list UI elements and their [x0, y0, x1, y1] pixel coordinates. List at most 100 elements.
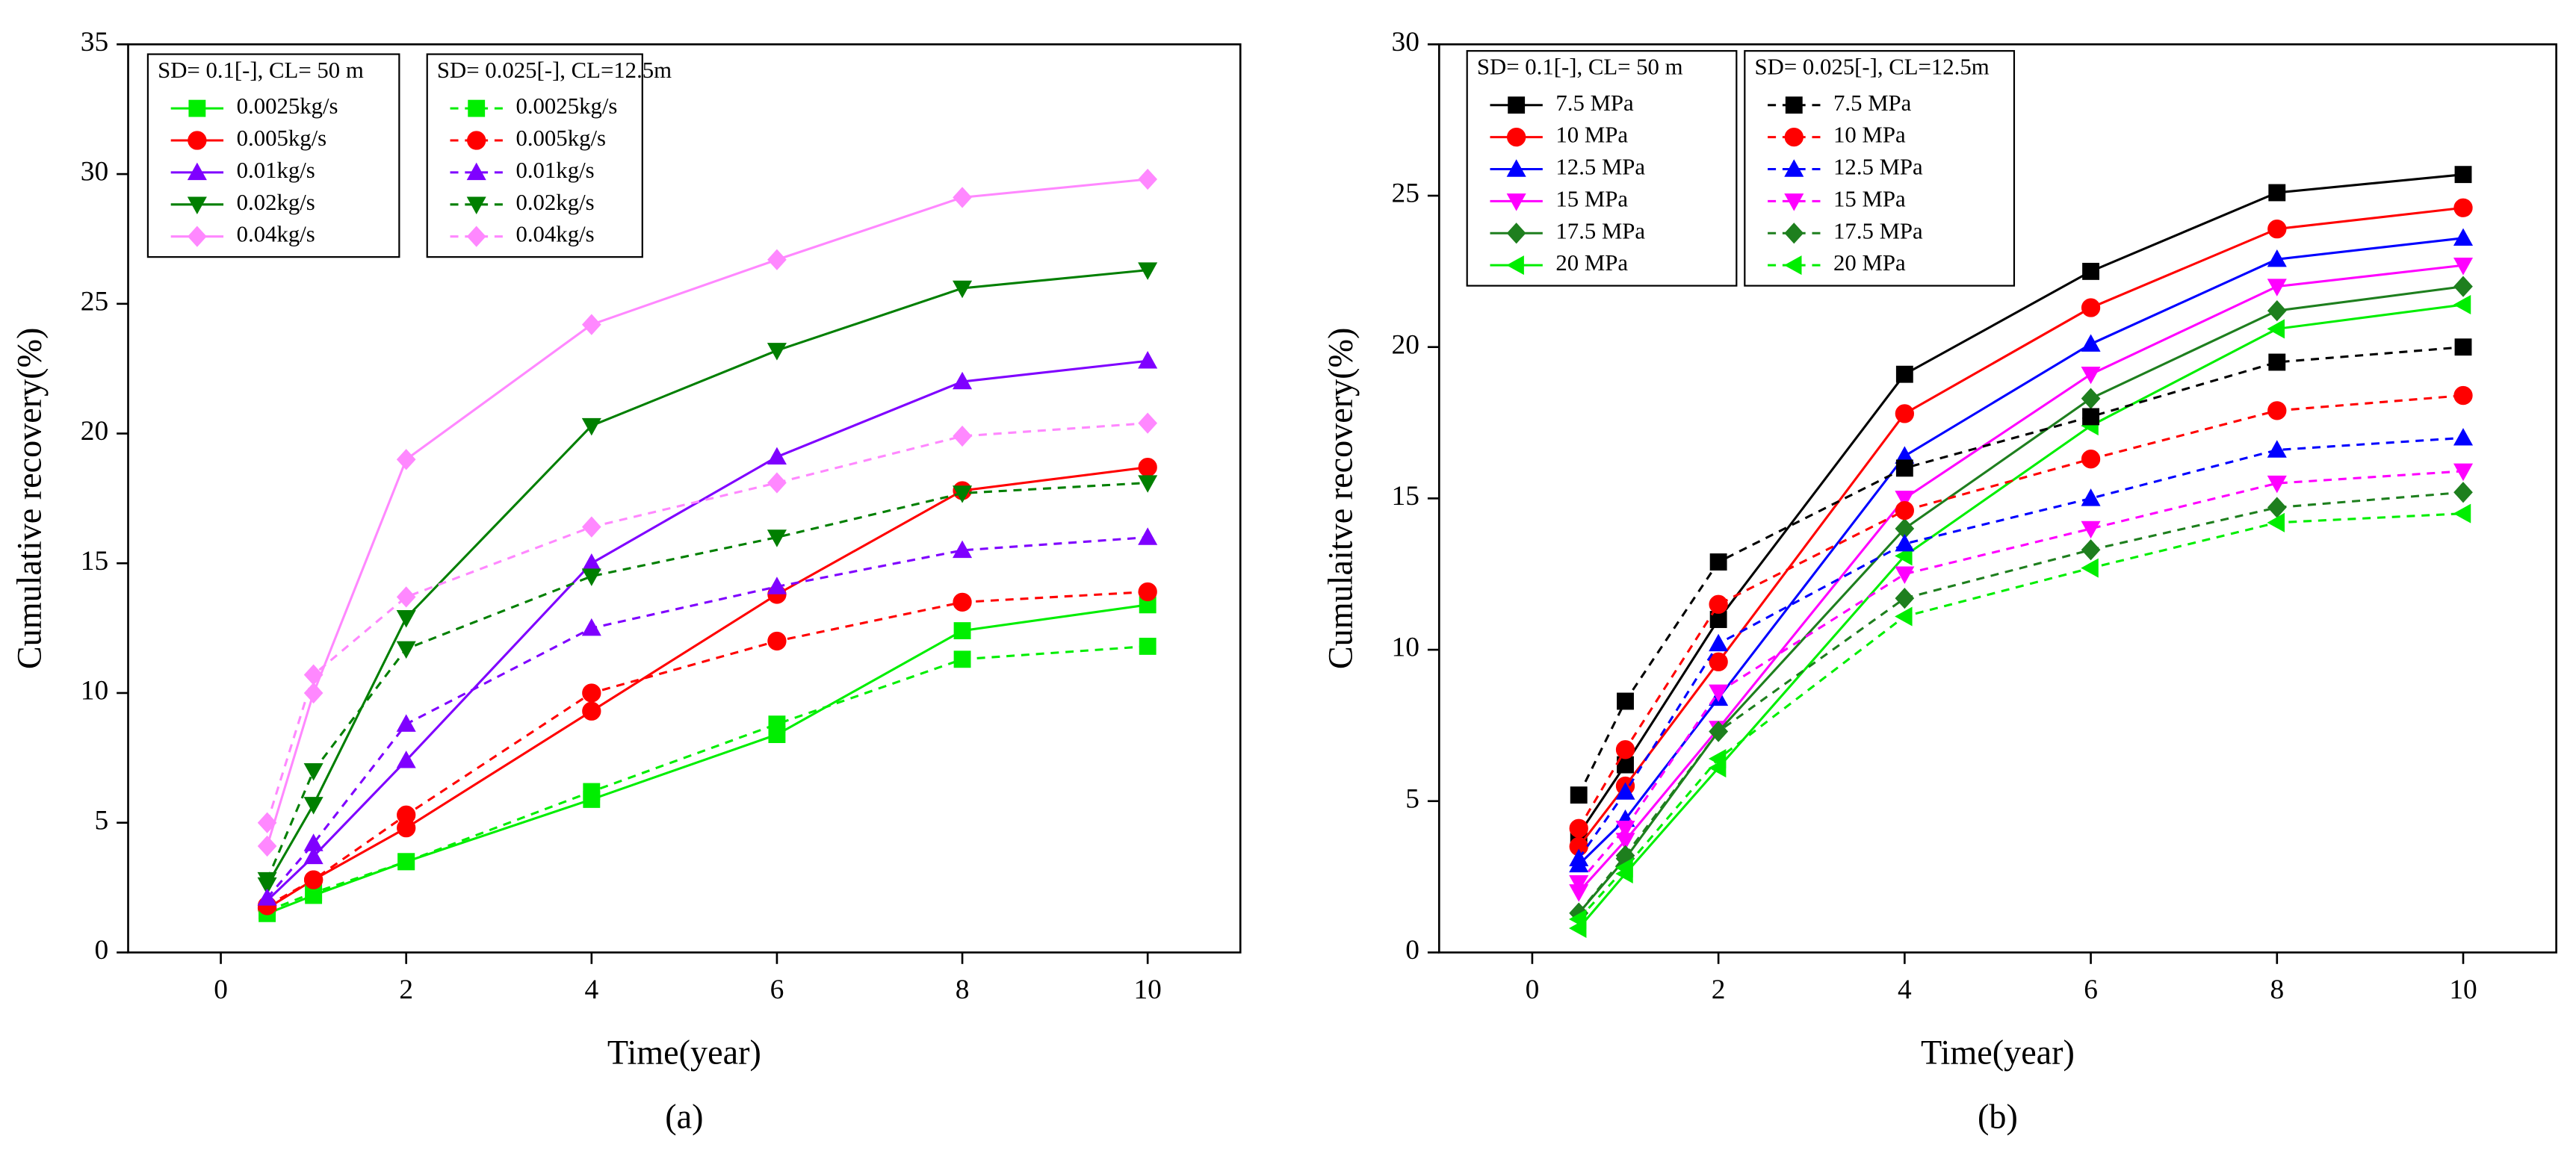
- legend-marker: [1508, 96, 1526, 114]
- marker: [2267, 440, 2287, 458]
- series-line: [1578, 264, 2464, 893]
- legend-label: 7.5 MPa: [1555, 90, 1634, 116]
- legend-label: 0.01kg/s: [515, 158, 594, 183]
- legend-label: 15 MPa: [1833, 186, 1906, 211]
- legend-marker: [466, 226, 486, 247]
- marker: [1138, 168, 1158, 190]
- marker: [2081, 366, 2101, 385]
- legend-marker: [1784, 223, 1804, 244]
- marker: [257, 888, 277, 906]
- series-line: [267, 644, 1148, 913]
- plot-frame: [127, 43, 1242, 954]
- y-tick-label: 5: [1405, 783, 1419, 814]
- marker: [582, 701, 601, 721]
- x-axis-label: Time(year): [1921, 1034, 2075, 1072]
- marker: [1138, 527, 1158, 545]
- marker: [257, 812, 277, 833]
- series-line: [266, 269, 1148, 886]
- legend-marker: [1784, 255, 1802, 276]
- marker: [2453, 482, 2473, 503]
- marker: [953, 371, 973, 390]
- legend-label: 0.02kg/s: [515, 190, 594, 215]
- marker: [2081, 334, 2101, 352]
- marker: [396, 449, 416, 470]
- marker: [2267, 512, 2285, 532]
- legend-box: [426, 53, 643, 258]
- x-tick-label: 4: [584, 975, 598, 1005]
- marker: [581, 618, 601, 636]
- marker: [303, 833, 323, 851]
- marker: [2081, 488, 2101, 506]
- marker: [2082, 262, 2100, 280]
- x-tick-label: 10: [1133, 975, 1161, 1005]
- legend-label: 10 MPa: [1555, 122, 1628, 148]
- marker: [953, 540, 973, 559]
- legend-label: 12.5 MPa: [1555, 155, 1645, 180]
- marker: [1895, 459, 1913, 477]
- marker: [1709, 684, 1729, 703]
- marker: [1895, 588, 1915, 609]
- legend-title: SD= 0.1[-], CL= 50 m: [158, 58, 364, 83]
- legend-marker: [468, 99, 486, 117]
- marker: [767, 577, 787, 594]
- marker: [1615, 740, 1635, 759]
- marker: [953, 592, 972, 612]
- marker: [2454, 338, 2472, 356]
- marker: [1138, 262, 1158, 280]
- legend-marker: [1506, 159, 1526, 177]
- x-tick-label: 2: [399, 975, 413, 1005]
- marker: [1617, 692, 1634, 710]
- marker: [1570, 786, 1588, 804]
- marker: [1895, 365, 1913, 383]
- marker: [581, 314, 601, 335]
- legend-label: 0.0025kg/s: [237, 93, 338, 119]
- legend-title: SD= 0.025[-], CL=12.5m: [1755, 54, 1990, 79]
- legend-marker: [187, 162, 207, 181]
- marker: [2267, 249, 2287, 267]
- marker: [2081, 298, 2101, 317]
- legend-label: 20 MPa: [1833, 250, 1906, 276]
- legend-label: 10 MPa: [1833, 122, 1906, 148]
- marker: [581, 568, 601, 586]
- marker: [2081, 558, 2099, 578]
- marker: [303, 846, 323, 865]
- marker: [2267, 319, 2285, 339]
- marker: [1709, 721, 1728, 742]
- marker: [2081, 388, 2101, 409]
- marker: [1138, 475, 1158, 493]
- legend-marker: [1506, 223, 1526, 244]
- x-tick-label: 8: [956, 975, 970, 1005]
- marker: [2453, 198, 2473, 217]
- marker: [1708, 748, 1727, 769]
- series-line: [266, 178, 1148, 847]
- legend-label: 0.04kg/s: [237, 222, 315, 247]
- marker: [2267, 475, 2287, 494]
- x-tick-label: 4: [1898, 975, 1912, 1005]
- x-tick-label: 10: [2449, 975, 2477, 1005]
- x-tick-label: 0: [214, 975, 228, 1005]
- marker: [767, 472, 787, 494]
- marker: [582, 683, 601, 703]
- marker: [2082, 408, 2100, 426]
- marker: [396, 586, 416, 608]
- marker: [1138, 351, 1158, 369]
- legend-marker: [467, 131, 486, 150]
- marker: [2453, 503, 2471, 523]
- x-tick-label: 6: [770, 975, 784, 1005]
- marker: [581, 417, 601, 436]
- marker: [1569, 874, 1589, 893]
- panel-label: (b): [1978, 1097, 2018, 1135]
- marker: [1139, 637, 1157, 655]
- marker: [1709, 594, 1728, 614]
- marker: [1709, 652, 1728, 671]
- legend-marker: [187, 196, 207, 215]
- y-tick-label: 15: [81, 546, 108, 577]
- marker: [1569, 818, 1588, 838]
- marker: [1138, 412, 1158, 434]
- y-tick-label: 25: [1392, 178, 1419, 209]
- marker: [2453, 463, 2474, 482]
- marker: [1895, 500, 1914, 521]
- legend-marker: [1506, 193, 1526, 211]
- y-tick-label: 10: [1392, 633, 1419, 663]
